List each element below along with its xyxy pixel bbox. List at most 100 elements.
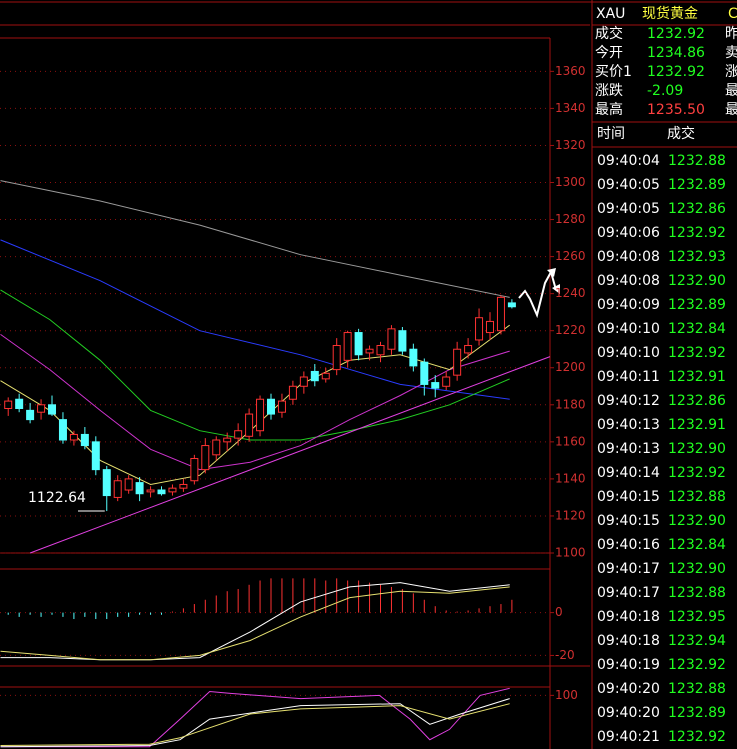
- candle-body: [267, 398, 276, 415]
- trade-time: 09:40:17: [597, 585, 660, 601]
- candle-body: [179, 483, 188, 489]
- candle-body: [485, 320, 494, 334]
- annotation: 1122.64: [28, 490, 86, 506]
- trade-time: 09:40:08: [597, 273, 660, 289]
- indicator-line: [0, 698, 510, 748]
- quote-label: 涨跌: [595, 83, 623, 99]
- trade-price: 1232.90: [668, 561, 726, 577]
- y-tick-label: 100: [555, 688, 578, 702]
- quote-label: 涨: [725, 64, 737, 80]
- y-tick-label: 1280: [555, 212, 586, 226]
- indicator-line: [0, 586, 510, 661]
- candle-body: [354, 332, 363, 356]
- trade-price: 1232.92: [668, 465, 726, 481]
- trade-price: 1232.88: [668, 153, 726, 169]
- candle-body: [321, 372, 330, 380]
- quote-value: 1234.86: [647, 45, 705, 61]
- trade-time: 09:40:12: [597, 393, 660, 409]
- quote-value: 1232.92: [647, 26, 705, 42]
- candle-body: [91, 441, 100, 471]
- trade-price: 1232.95: [668, 609, 726, 625]
- candle-body: [80, 433, 89, 447]
- candle-body: [288, 385, 297, 400]
- trade-price: 1232.89: [668, 705, 726, 721]
- trade-time: 09:40:08: [597, 249, 660, 265]
- candle-body: [496, 296, 505, 332]
- candle-body: [15, 398, 24, 410]
- candle-body: [69, 433, 78, 441]
- indicator-line: [0, 239, 510, 400]
- trade-time: 09:40:09: [597, 297, 660, 313]
- candle-body: [245, 413, 254, 437]
- trade-price: 1232.93: [668, 249, 726, 265]
- instrument-name: 现货黄金: [642, 5, 698, 22]
- indicator-line: [0, 703, 510, 746]
- trade-price: 1232.90: [668, 273, 726, 289]
- indicator-line: [0, 180, 510, 298]
- trade-time: 09:40:04: [597, 153, 660, 169]
- trade-price: 1232.90: [668, 441, 726, 457]
- candle-body: [431, 382, 440, 389]
- trade-time: 09:40:16: [597, 537, 660, 553]
- trade-price: 1232.92: [668, 729, 726, 745]
- y-tick-label: 1240: [555, 286, 586, 300]
- candle-body: [113, 480, 122, 498]
- trade-price: 1232.89: [668, 177, 726, 193]
- candle-body: [420, 361, 429, 385]
- instrument-extra: C: [728, 6, 737, 22]
- y-tick-label: 1160: [555, 434, 586, 448]
- column-header: 时间: [597, 126, 625, 142]
- trade-price: 1232.86: [668, 201, 726, 217]
- trade-price: 1232.92: [668, 345, 726, 361]
- trade-time: 09:40:19: [597, 657, 660, 673]
- y-tick-label: 1300: [555, 175, 586, 189]
- candle-body: [409, 348, 418, 367]
- y-tick-label: 1320: [555, 138, 586, 152]
- y-tick-label: 1260: [555, 249, 586, 263]
- trade-price: 1232.84: [668, 537, 726, 553]
- candle-body: [442, 376, 451, 387]
- indicator-line: [0, 333, 510, 471]
- candle-body: [256, 398, 265, 432]
- candle-body: [58, 419, 67, 441]
- candle-body: [135, 482, 144, 495]
- trade-time: 09:40:14: [597, 465, 660, 481]
- candle-body: [332, 345, 341, 371]
- trade-time: 09:40:10: [597, 321, 660, 337]
- candle-body: [453, 348, 462, 376]
- trade-time: 09:40:20: [597, 681, 660, 697]
- quote-label: 今开: [595, 45, 623, 61]
- quote-value: -2.09: [647, 83, 683, 99]
- candle-body: [223, 437, 232, 443]
- candle-body: [387, 328, 396, 350]
- quote-label: 买价1: [595, 64, 632, 80]
- y-tick-label: 1360: [555, 64, 586, 78]
- trade-price: 1232.89: [668, 297, 726, 313]
- candle-body: [234, 430, 243, 439]
- candle-body: [26, 409, 35, 421]
- column-header: 成交: [667, 125, 695, 142]
- candle-body: [507, 302, 516, 308]
- trade-time: 09:40:05: [597, 177, 660, 193]
- quote-label: 成交: [595, 25, 623, 42]
- trade-price: 1232.86: [668, 393, 726, 409]
- quote-label: 最高: [595, 101, 623, 118]
- trade-price: 1232.91: [668, 369, 726, 385]
- trade-time: 09:40:18: [597, 633, 660, 649]
- trade-time: 09:40:06: [597, 225, 660, 241]
- candle-body: [190, 458, 199, 482]
- quote-value: 1235.50: [647, 102, 705, 118]
- candle-body: [37, 404, 46, 413]
- y-tick-label: 1340: [555, 101, 586, 115]
- quote-label: 昨: [725, 26, 737, 42]
- trade-price: 1232.91: [668, 417, 726, 433]
- arrow-head: [552, 284, 560, 294]
- y-tick-label: 1100: [555, 546, 586, 560]
- candle-body: [365, 348, 374, 354]
- candle-body: [146, 489, 155, 493]
- y-tick-label: 1120: [555, 508, 586, 522]
- trade-price: 1232.84: [668, 321, 726, 337]
- trade-time: 09:40:17: [597, 561, 660, 577]
- candle-body: [310, 370, 319, 382]
